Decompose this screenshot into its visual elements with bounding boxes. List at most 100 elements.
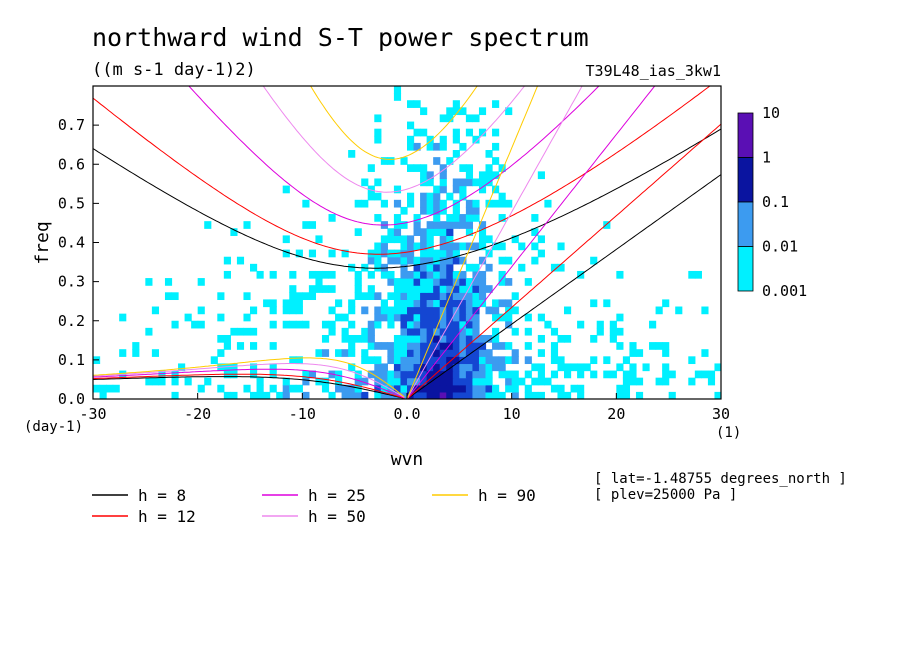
- spectrum-cell: [367, 320, 375, 329]
- spectrum-cell: [348, 342, 356, 350]
- spectrum-cell: [407, 306, 415, 315]
- colorbar-level-label: 0.001: [762, 282, 807, 300]
- spectrum-cell: [367, 342, 375, 350]
- spectrum-cell: [269, 306, 277, 315]
- spectrum-cell: [250, 342, 258, 350]
- spectrum-cell: [511, 349, 519, 357]
- spectrum-cell: [465, 128, 474, 137]
- spectrum-cell: [446, 242, 454, 251]
- spectrum-cell: [629, 370, 637, 379]
- spectrum-cell: [354, 377, 362, 386]
- spectrum-cell: [217, 349, 225, 357]
- spectrum-cell: [426, 249, 434, 258]
- spectrum-cell: [420, 270, 428, 279]
- spectrum-cell: [701, 306, 709, 315]
- spectrum-cell: [400, 320, 408, 329]
- spectrum-cell: [564, 370, 572, 379]
- spectrum-cell: [387, 349, 395, 357]
- spectrum-cell: [446, 278, 454, 286]
- y-tick-label: 0.5: [58, 194, 85, 212]
- spectrum-cell: [426, 334, 434, 343]
- spectrum-cell: [629, 342, 637, 350]
- spectrum-cell: [374, 342, 382, 350]
- spectrum-cell: [439, 306, 447, 315]
- spectrum-cell: [714, 391, 721, 399]
- spectrum-cell: [407, 299, 415, 308]
- spectrum-cell: [439, 334, 447, 343]
- spectrum-cell: [230, 391, 238, 399]
- spectrum-cell: [374, 114, 382, 123]
- spectrum-cell: [426, 171, 434, 180]
- spectrum-cell: [465, 228, 474, 236]
- colorbar-segment: [737, 157, 754, 203]
- spectrum-cell: [374, 363, 382, 372]
- spectrum-cell: [622, 377, 631, 386]
- spectrum-cell: [662, 377, 670, 386]
- spectrum-cell: [564, 391, 572, 399]
- spectrum-cell: [328, 320, 336, 329]
- spectrum-cell: [485, 150, 493, 158]
- spectrum-cell: [99, 391, 107, 399]
- run-label: T39L48_ias_3kw1: [586, 62, 721, 80]
- spectrum-cell: [426, 270, 434, 279]
- spectrum-cell: [452, 214, 460, 222]
- spectrum-cell: [622, 391, 631, 399]
- spectrum-cell: [531, 391, 539, 399]
- spectrum-cell: [315, 285, 323, 293]
- spectrum-cell: [524, 391, 532, 399]
- spectrum-cell: [498, 199, 506, 208]
- spectrum-cell: [459, 370, 467, 379]
- spectrum-cell: [446, 391, 454, 399]
- spectrum-cell: [407, 142, 415, 151]
- spectrum-cell: [459, 313, 467, 322]
- spectrum-cell: [433, 306, 441, 315]
- spectrum-cell: [413, 100, 421, 108]
- spectrum-cell: [511, 384, 519, 393]
- spectrum-cell: [459, 142, 467, 151]
- spectrum-cell: [413, 164, 421, 172]
- spectrum-cell: [420, 299, 428, 308]
- spectrum-cell: [452, 299, 460, 308]
- spectrum-cell: [387, 157, 395, 165]
- spectrum-cell: [452, 377, 460, 386]
- spectrum-cell: [400, 249, 408, 258]
- spectrum-cell: [302, 292, 310, 301]
- spectrum-cell: [439, 178, 447, 187]
- dispersion-curve-rossby: [93, 357, 405, 398]
- spectrum-cell: [452, 356, 460, 365]
- spectrum-cell: [387, 278, 395, 286]
- spectrum-cell: [452, 349, 460, 357]
- spectrum-cell: [400, 306, 408, 315]
- spectrum-cell: [433, 313, 441, 322]
- spectrum-cell: [348, 349, 356, 357]
- dispersion-curves: [93, 86, 721, 399]
- spectrum-cell: [420, 391, 428, 399]
- spectrum-cell: [550, 263, 559, 272]
- spectrum-cell: [321, 349, 330, 357]
- spectrum-cell: [505, 356, 513, 365]
- spectrum-cell: [498, 256, 506, 265]
- spectrum-cell: [505, 278, 513, 286]
- spectrum-cell: [492, 391, 500, 399]
- spectrum-cell: [662, 349, 670, 357]
- spectrum-cell: [668, 370, 676, 379]
- spectrum-cell: [524, 370, 532, 379]
- spectrum-cell: [426, 278, 434, 286]
- spectrum-cell: [367, 285, 375, 293]
- spectrum-cell: [413, 263, 421, 272]
- spectrum-cell: [413, 349, 421, 357]
- spectrum-cell: [577, 384, 585, 393]
- spectrum-cell: [420, 327, 428, 336]
- spectrum-cell: [537, 235, 545, 244]
- spectrum-cell: [465, 221, 474, 229]
- spectrum-cell: [433, 285, 441, 293]
- spectrum-cell: [472, 299, 480, 308]
- spectrum-cell: [380, 306, 388, 315]
- spectrum-cell: [263, 299, 271, 308]
- spectrum-cell: [400, 370, 408, 379]
- spectrum-cell: [662, 370, 670, 379]
- spectrum-cell: [361, 178, 369, 187]
- spectrum-cell: [439, 292, 447, 301]
- spectrum-cell: [250, 363, 258, 372]
- spectrum-cell: [518, 242, 526, 251]
